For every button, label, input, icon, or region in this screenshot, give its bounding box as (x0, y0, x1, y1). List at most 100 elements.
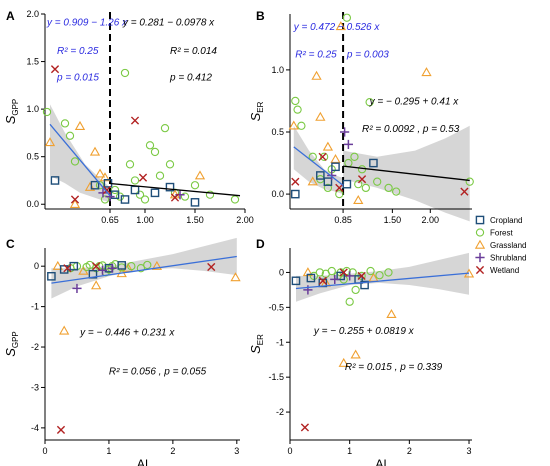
y-axis-label: SGPP (3, 331, 20, 357)
data-point-cropland (88, 269, 98, 279)
y-tick-label: 0.0 (271, 189, 284, 199)
data-point-forest (350, 152, 359, 161)
fit-line (49, 123, 111, 197)
data-point-wetland (291, 177, 300, 186)
x-tick-label: 2 (170, 446, 175, 456)
data-point-forest (130, 176, 140, 185)
fit-annotation: y = 0.472 − 0.526 x (293, 22, 381, 33)
data-point-forest (160, 123, 170, 133)
data-point-forest (293, 105, 302, 114)
data-point-forest (150, 147, 160, 157)
legend-key-shrubland (475, 252, 485, 263)
data-point-forest (100, 195, 110, 204)
fit-annotation: p = 0.412 (169, 73, 212, 84)
data-point-wetland (339, 268, 348, 277)
confidence-band (293, 125, 344, 195)
panel-letter: C (6, 237, 15, 251)
data-point-grassland (89, 146, 101, 156)
data-point-wetland (318, 276, 327, 285)
data-point-cropland (360, 280, 369, 290)
data-point-wetland (357, 175, 367, 184)
y-tick-label: -0.5 (268, 302, 284, 312)
data-point-forest (392, 187, 401, 196)
y-tick-label: 0.0 (26, 199, 39, 209)
panel-a: A 0.65 1.00 1.50 2.00 0.0 0.5 1.0 1.5 2.0 SGPP y = … (3, 9, 254, 225)
fit-line (51, 255, 237, 284)
data-point-cropland (291, 276, 301, 286)
x-tick-label: 2.00 (422, 215, 440, 225)
legend-label: Forest (490, 229, 513, 238)
data-point-cropland (165, 182, 175, 192)
fit-annotation: y = 0.281 − 0.0978 x (122, 17, 215, 28)
data-point-shrubland (107, 263, 117, 273)
x-tick-label: 0 (42, 446, 47, 456)
data-point-wetland (460, 187, 469, 196)
data-point-cropland (316, 171, 325, 180)
data-point-wetland (335, 183, 344, 192)
data-point-forest (291, 96, 300, 106)
y-tick-label: -2 (276, 407, 284, 417)
data-point-cropland (120, 195, 130, 204)
data-point-forest (465, 177, 474, 186)
data-point-forest (65, 131, 75, 140)
y-tick-label: -3 (31, 382, 39, 392)
panel-b: B 0.85 1.50 2.00 0.0 0.5 1.0 SER y = 0.472 − 0.5… (248, 9, 474, 225)
data-point-grassland (90, 280, 102, 290)
data-point-cropland (110, 190, 120, 200)
data-point-forest (323, 183, 333, 193)
data-point-forest (120, 68, 130, 78)
legend: Cropland Forest Grassland Shrubland Wetland (474, 215, 526, 275)
data-point-forest (205, 190, 215, 199)
data-point-forest (361, 183, 370, 193)
data-point-forest (143, 260, 152, 270)
data-point-wetland (170, 193, 180, 202)
data-point-wetland (70, 195, 80, 204)
fit-annotation: R² = 0.25 (57, 46, 99, 57)
x-axis-label: AI (375, 457, 386, 466)
x-tick-label: 0.85 (334, 215, 352, 225)
fit-line (109, 182, 241, 197)
data-point-forest (145, 141, 155, 150)
data-point-forest (366, 266, 375, 276)
data-point-forest (351, 285, 360, 295)
fit-line (343, 165, 470, 182)
data-point-forest (135, 190, 145, 199)
data-point-shrubland (343, 139, 353, 150)
data-point-wetland (50, 65, 60, 74)
fit-line (293, 146, 344, 186)
y-tick-label: -2 (31, 342, 39, 352)
data-point-forest (155, 171, 165, 180)
data-point-cropland (331, 162, 340, 172)
y-tick-label: 0 (34, 261, 39, 271)
data-point-cropland (117, 261, 127, 270)
x-tick-label: 0.65 (101, 215, 119, 225)
panel-letter: B (256, 9, 265, 23)
data-point-cropland (150, 188, 160, 198)
data-point-cropland (50, 176, 60, 185)
data-point-grassland (330, 154, 341, 164)
y-tick-label: 0.5 (26, 152, 39, 162)
data-point-forest (315, 268, 324, 277)
fit-annotation: R² = 0.056 , p = 0.055 (109, 367, 207, 378)
x-tick-label: 2.00 (236, 215, 254, 225)
data-point-wetland (63, 264, 72, 273)
legend-label: Cropland (490, 216, 522, 225)
x-tick-label: 3 (234, 446, 239, 456)
data-point-cropland (323, 177, 333, 186)
y-axis-label: SER (248, 101, 265, 121)
y-axis-label: SER (248, 334, 265, 354)
confidence-band (50, 104, 110, 203)
fit-annotation: p = 0.003 (346, 49, 389, 60)
data-point-cropland (291, 189, 300, 199)
data-point-wetland (207, 262, 216, 272)
data-point-wetland (130, 116, 140, 125)
data-point-forest (115, 192, 125, 201)
data-point-grassland (350, 349, 361, 359)
data-point-forest (335, 189, 344, 199)
data-point-forest (375, 271, 384, 280)
data-point-forest (190, 181, 200, 190)
data-point-forest (125, 160, 135, 169)
data-point-forest (373, 177, 382, 186)
y-tick-label: -1.5 (268, 372, 284, 382)
